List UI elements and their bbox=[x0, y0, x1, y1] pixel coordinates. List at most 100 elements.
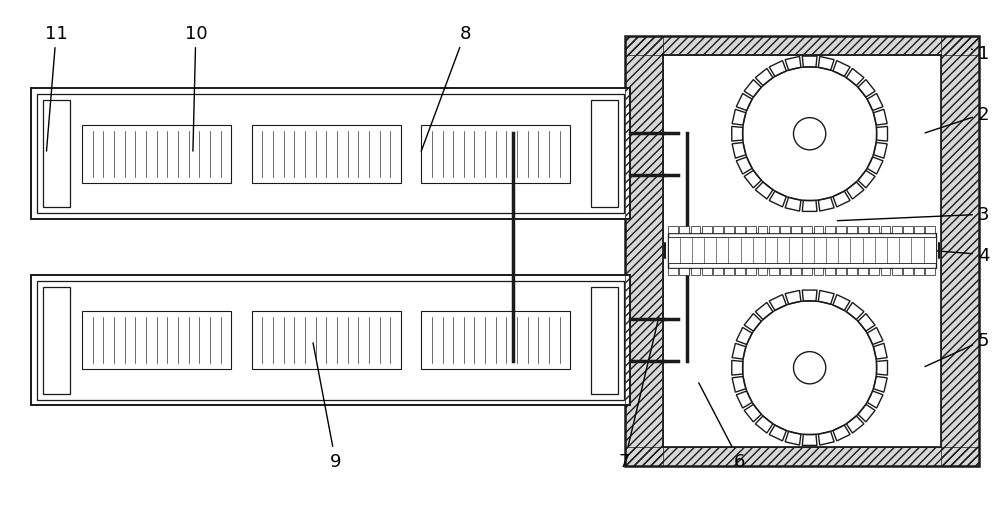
Polygon shape bbox=[846, 69, 864, 86]
Text: 9: 9 bbox=[313, 343, 341, 470]
Circle shape bbox=[743, 301, 877, 435]
Bar bbox=[31, 89, 630, 220]
Bar bbox=[881, 226, 890, 234]
Polygon shape bbox=[732, 377, 746, 392]
Bar bbox=[892, 226, 902, 234]
Bar bbox=[892, 268, 902, 276]
Bar bbox=[814, 226, 823, 234]
Polygon shape bbox=[876, 361, 888, 375]
Bar bbox=[847, 268, 857, 276]
Bar bbox=[668, 238, 936, 264]
Bar bbox=[691, 226, 700, 234]
Bar bbox=[421, 126, 570, 183]
Bar bbox=[769, 268, 779, 276]
Polygon shape bbox=[818, 198, 834, 212]
Polygon shape bbox=[744, 405, 761, 422]
Polygon shape bbox=[755, 416, 773, 433]
Polygon shape bbox=[769, 425, 786, 441]
Bar bbox=[252, 126, 401, 183]
Bar bbox=[802, 268, 812, 276]
Bar bbox=[724, 226, 734, 234]
Text: 7: 7 bbox=[619, 317, 659, 470]
Polygon shape bbox=[873, 343, 887, 360]
Bar bbox=[769, 226, 779, 234]
Polygon shape bbox=[732, 110, 746, 126]
Polygon shape bbox=[755, 182, 773, 199]
Bar bbox=[914, 268, 924, 276]
Bar bbox=[825, 226, 835, 234]
Bar bbox=[37, 95, 624, 214]
Polygon shape bbox=[769, 192, 786, 208]
Polygon shape bbox=[732, 343, 746, 360]
Bar bbox=[925, 226, 935, 234]
Polygon shape bbox=[769, 295, 786, 311]
Polygon shape bbox=[785, 291, 801, 305]
Bar bbox=[791, 268, 801, 276]
Polygon shape bbox=[818, 431, 834, 445]
Polygon shape bbox=[802, 57, 817, 68]
Bar bbox=[780, 226, 790, 234]
Bar bbox=[668, 268, 678, 276]
Text: 1: 1 bbox=[971, 45, 989, 63]
Bar bbox=[802, 226, 812, 234]
Bar bbox=[668, 234, 936, 268]
Text: 3: 3 bbox=[837, 206, 989, 224]
Polygon shape bbox=[833, 295, 850, 311]
Polygon shape bbox=[846, 303, 864, 320]
Bar bbox=[702, 268, 712, 276]
Bar bbox=[679, 226, 689, 234]
Polygon shape bbox=[873, 110, 887, 126]
Bar bbox=[791, 226, 801, 234]
Polygon shape bbox=[873, 143, 887, 159]
Bar bbox=[591, 287, 618, 394]
Polygon shape bbox=[785, 57, 801, 71]
Bar bbox=[941, 36, 979, 466]
Polygon shape bbox=[833, 425, 850, 441]
Polygon shape bbox=[818, 57, 834, 71]
Bar bbox=[713, 226, 723, 234]
Bar bbox=[421, 312, 570, 369]
Polygon shape bbox=[858, 80, 875, 98]
Polygon shape bbox=[736, 328, 752, 345]
Bar bbox=[847, 226, 857, 234]
Bar bbox=[836, 268, 846, 276]
Bar bbox=[668, 226, 678, 234]
Bar bbox=[591, 101, 618, 208]
Polygon shape bbox=[876, 127, 888, 142]
Bar bbox=[869, 226, 879, 234]
Bar bbox=[746, 226, 756, 234]
Bar bbox=[735, 268, 745, 276]
Bar bbox=[814, 268, 823, 276]
Bar bbox=[82, 312, 231, 369]
Polygon shape bbox=[736, 158, 752, 175]
Bar bbox=[903, 226, 913, 234]
Bar bbox=[858, 226, 868, 234]
Polygon shape bbox=[732, 127, 743, 142]
Text: 2: 2 bbox=[925, 106, 989, 134]
Bar bbox=[663, 56, 941, 447]
Bar bbox=[881, 268, 890, 276]
Circle shape bbox=[793, 352, 826, 384]
Bar bbox=[724, 268, 734, 276]
Bar bbox=[746, 268, 756, 276]
Polygon shape bbox=[732, 143, 746, 159]
Polygon shape bbox=[802, 201, 817, 212]
Bar bbox=[625, 447, 979, 466]
Text: 8: 8 bbox=[421, 25, 471, 152]
Polygon shape bbox=[769, 62, 786, 77]
Polygon shape bbox=[858, 405, 875, 422]
Polygon shape bbox=[858, 314, 875, 331]
Bar bbox=[252, 312, 401, 369]
Polygon shape bbox=[846, 182, 864, 199]
Polygon shape bbox=[785, 431, 801, 445]
Text: 5: 5 bbox=[925, 331, 989, 367]
Bar bbox=[914, 226, 924, 234]
Bar bbox=[758, 226, 767, 234]
Bar bbox=[825, 268, 835, 276]
Polygon shape bbox=[744, 171, 761, 188]
Text: 4: 4 bbox=[934, 246, 989, 264]
Polygon shape bbox=[833, 62, 850, 77]
Polygon shape bbox=[867, 158, 883, 175]
Bar bbox=[625, 36, 979, 56]
Circle shape bbox=[793, 118, 826, 150]
